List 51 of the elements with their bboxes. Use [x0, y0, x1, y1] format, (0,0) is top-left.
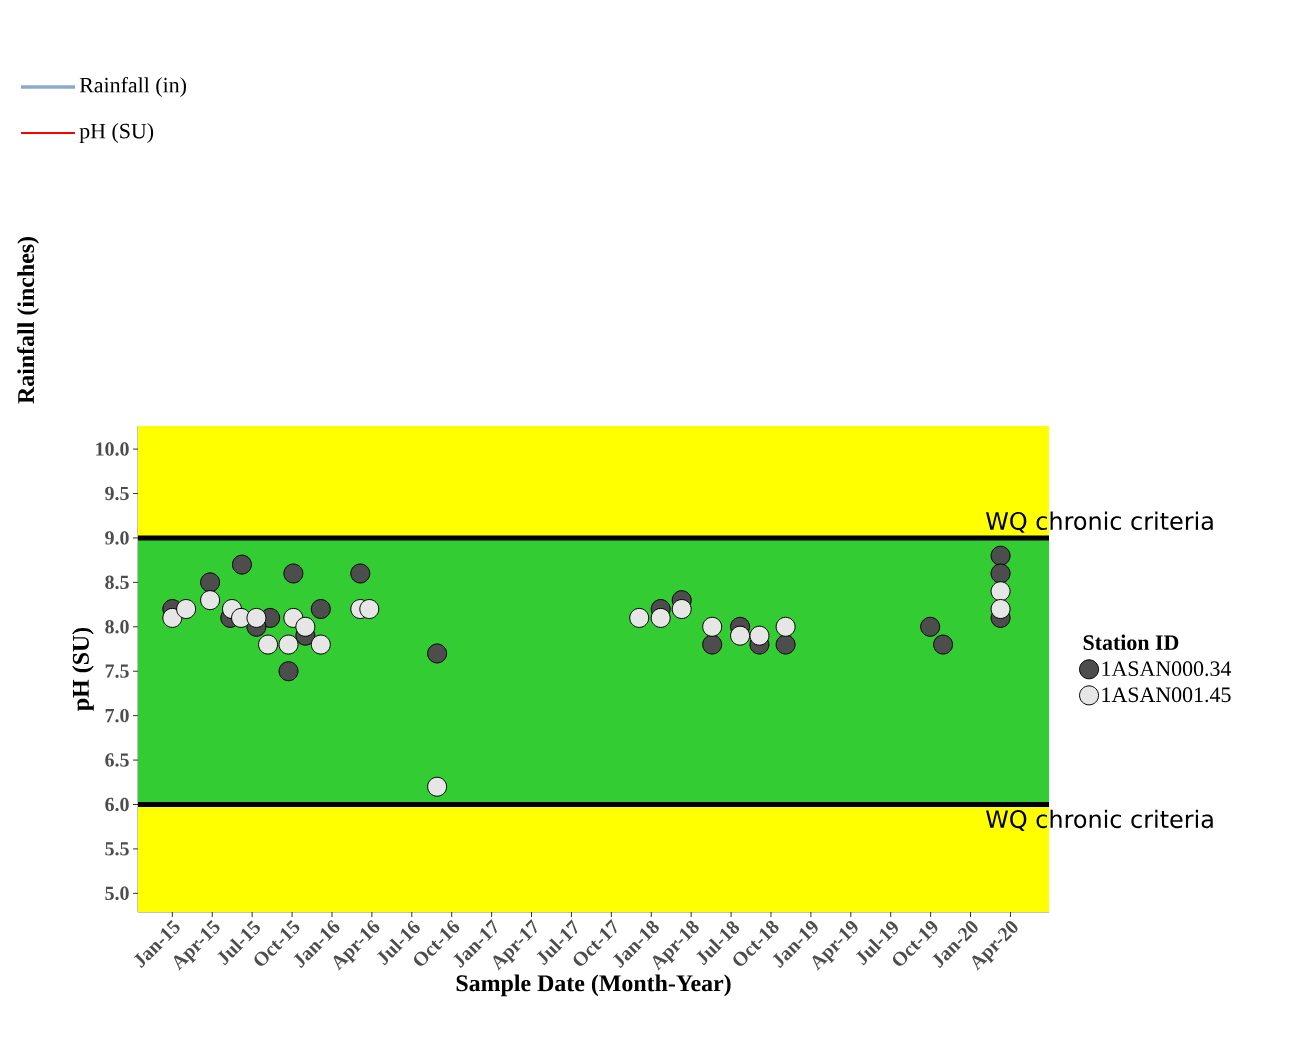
- text: Rainfall (in): [79, 76, 186, 98]
- point: [671, 599, 692, 620]
- point: [427, 643, 448, 664]
- point: [702, 616, 723, 637]
- legend-label: 1ASAN000.34: [1102, 661, 1232, 677]
- point: [359, 599, 380, 620]
- point: [310, 634, 331, 655]
- y-tick-label: 8.0: [105, 620, 129, 634]
- x-axis-title: Sample Date (Month-Year): [456, 974, 731, 997]
- point: [278, 661, 299, 682]
- point: [920, 616, 941, 637]
- point: [310, 599, 331, 620]
- point: [200, 572, 221, 593]
- point: [200, 590, 221, 611]
- y-tick-label: 9.5: [105, 486, 129, 501]
- point: [702, 634, 723, 655]
- point: [278, 634, 299, 655]
- y-tick-label: 10.0: [96, 442, 129, 456]
- point: [350, 563, 371, 584]
- point: [730, 625, 751, 646]
- point: [990, 599, 1011, 620]
- point: [650, 607, 671, 628]
- point: [990, 545, 1011, 566]
- y-tick-label: 6.5: [105, 753, 129, 767]
- y-tick-label: 7.5: [105, 664, 129, 678]
- y-tick-label: 9.0: [105, 531, 129, 545]
- point: [176, 599, 197, 620]
- point: [283, 563, 304, 584]
- point: [246, 607, 267, 628]
- point: [749, 625, 770, 646]
- point: [990, 581, 1011, 602]
- point: [990, 563, 1011, 584]
- point: [629, 607, 650, 628]
- text: Rainfall (inches): [17, 237, 39, 404]
- point: [775, 616, 796, 637]
- legend-label: 1ASAN001.45: [1102, 687, 1231, 703]
- y-tick-label: 5.0: [105, 886, 129, 901]
- point: [162, 607, 183, 628]
- text: pH (SU): [79, 123, 154, 143]
- y-axis-title: pH (SU): [72, 627, 94, 711]
- y-tick-label: 6.0: [105, 797, 129, 812]
- legend-title: Station ID: [1083, 634, 1179, 651]
- point: [258, 634, 279, 655]
- point: [295, 616, 316, 637]
- point: [427, 776, 448, 797]
- y-tick-label: 5.5: [105, 842, 129, 856]
- y-tick-label: 8.5: [105, 575, 129, 590]
- point: [231, 554, 252, 575]
- point: [933, 634, 954, 655]
- y-tick-label: 7.0: [105, 708, 129, 723]
- point: [775, 634, 796, 655]
